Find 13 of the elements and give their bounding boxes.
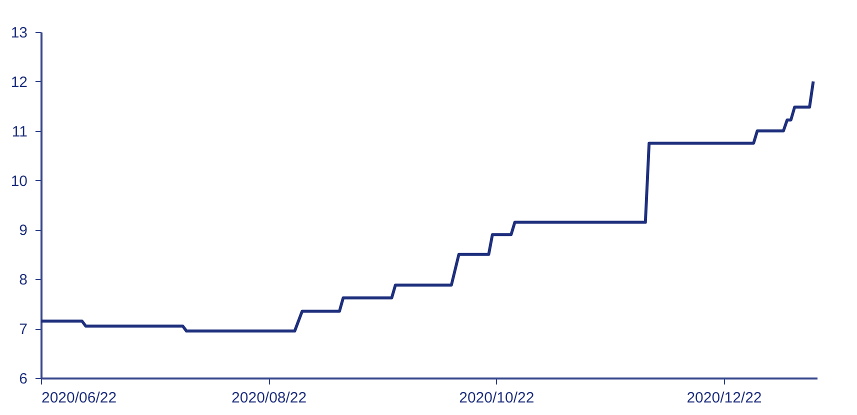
- y-tick-label: 11: [12, 123, 28, 140]
- x-tick-label: 2020/10/22: [459, 390, 534, 406]
- x-tick-label: 2020/06/22: [42, 390, 117, 406]
- y-tick-label: 8: [19, 272, 28, 289]
- y-tick-label: 12: [10, 74, 28, 91]
- y-tick-label: 10: [10, 172, 28, 190]
- x-tick-label: 2020/08/22: [232, 390, 307, 406]
- y-tick-label: 13: [10, 24, 28, 42]
- x-tick-label: 2020/12/22: [686, 390, 762, 406]
- y-tick-label: 7: [19, 321, 28, 338]
- y-tick-label: 9: [19, 222, 28, 240]
- y-tick-label: 6: [19, 370, 28, 388]
- line-series: [40, 80, 815, 333]
